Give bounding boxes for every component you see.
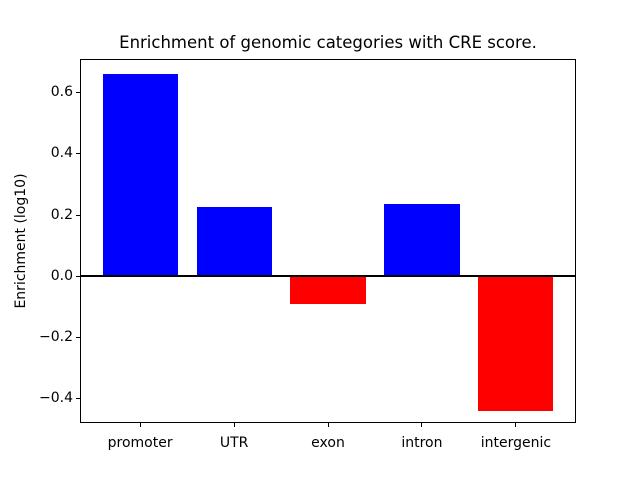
- y-tick-label: −0.2: [39, 328, 73, 345]
- x-tick-mark: [233, 423, 235, 427]
- x-tick-label-UTR: UTR: [219, 435, 249, 451]
- chart-title: Enrichment of genomic categories with CR…: [119, 33, 537, 52]
- y-tick-label: 0.6: [50, 84, 73, 101]
- y-tick-label: 0.2: [50, 206, 73, 223]
- x-tick-mark: [515, 423, 517, 427]
- y-tick-label: −0.4: [39, 390, 73, 406]
- x-tick-label-intron: intron: [401, 435, 443, 451]
- y-tick-label: 0.0: [50, 267, 73, 284]
- x-tick-label-exon: exon: [311, 435, 345, 451]
- y-tick-label: 0.4: [50, 145, 73, 162]
- x-tick-mark: [327, 423, 329, 427]
- x-tick-label-intergenic: intergenic: [480, 435, 552, 451]
- y-axis-label: Enrichment (log10): [13, 173, 29, 309]
- x-tick-mark: [421, 423, 423, 427]
- plot-area: [80, 59, 576, 423]
- x-tick-mark: [139, 423, 141, 427]
- x-tick-label-promoter: promoter: [107, 435, 173, 451]
